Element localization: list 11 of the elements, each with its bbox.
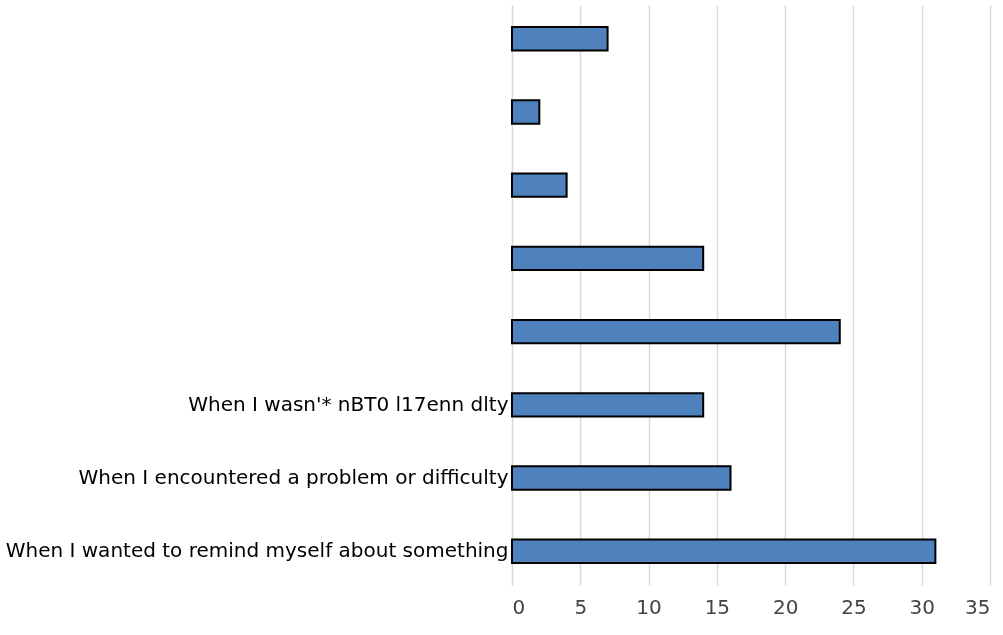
y-tick-label: When I wasn'* nBT0 l17enn dlty — [188, 391, 509, 416]
y-tick-label: When I encountered a problem or difficulty — [78, 465, 509, 490]
x-tick-label: 5 — [574, 594, 588, 619]
x-tick-label: 10 — [636, 594, 662, 619]
x-tick-label: 30 — [909, 594, 935, 619]
x-tick-label: 25 — [841, 594, 867, 619]
y-tick-label: When I wanted to remind myself about something — [5, 538, 509, 563]
x-tick-label: 0 — [512, 594, 526, 619]
x-tick-label: 20 — [772, 594, 799, 619]
x-tick-label: 15 — [704, 594, 731, 619]
x-tick-label: 35 — [965, 594, 991, 619]
